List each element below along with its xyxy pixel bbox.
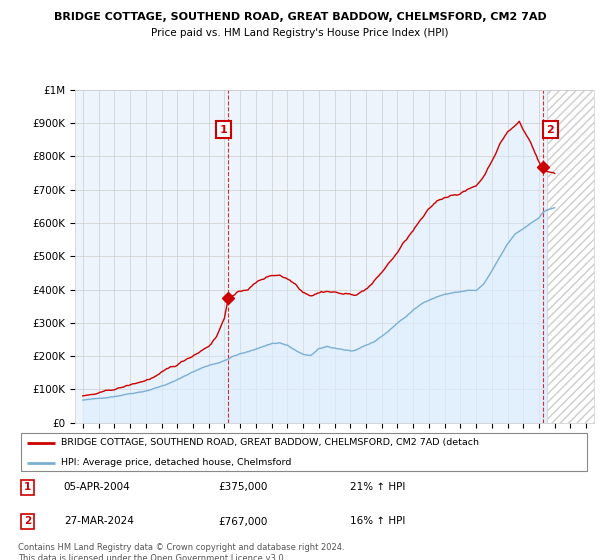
Text: 2: 2 <box>24 516 31 526</box>
Text: 16% ↑ HPI: 16% ↑ HPI <box>350 516 406 526</box>
Text: £375,000: £375,000 <box>218 482 268 492</box>
Text: £767,000: £767,000 <box>218 516 268 526</box>
Text: 21% ↑ HPI: 21% ↑ HPI <box>350 482 406 492</box>
Text: HPI: Average price, detached house, Chelmsford: HPI: Average price, detached house, Chel… <box>61 458 292 467</box>
FancyBboxPatch shape <box>21 433 587 471</box>
Bar <box>547 90 594 423</box>
Text: 05-APR-2004: 05-APR-2004 <box>64 482 131 492</box>
Text: BRIDGE COTTAGE, SOUTHEND ROAD, GREAT BADDOW, CHELMSFORD, CM2 7AD (detach: BRIDGE COTTAGE, SOUTHEND ROAD, GREAT BAD… <box>61 438 479 447</box>
Text: Price paid vs. HM Land Registry's House Price Index (HPI): Price paid vs. HM Land Registry's House … <box>151 28 449 38</box>
Text: 1: 1 <box>24 482 31 492</box>
Text: BRIDGE COTTAGE, SOUTHEND ROAD, GREAT BADDOW, CHELMSFORD, CM2 7AD: BRIDGE COTTAGE, SOUTHEND ROAD, GREAT BAD… <box>53 12 547 22</box>
Text: Contains HM Land Registry data © Crown copyright and database right 2024.
This d: Contains HM Land Registry data © Crown c… <box>18 543 344 560</box>
Text: 2: 2 <box>547 124 554 134</box>
Text: 27-MAR-2024: 27-MAR-2024 <box>64 516 134 526</box>
Bar <box>547 90 594 423</box>
Text: 1: 1 <box>220 124 227 134</box>
